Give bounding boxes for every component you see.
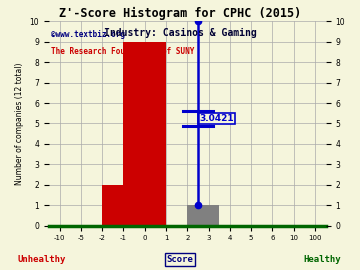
- Text: Z'-Score Histogram for CPHC (2015): Z'-Score Histogram for CPHC (2015): [59, 7, 301, 20]
- Y-axis label: Number of companies (12 total): Number of companies (12 total): [15, 62, 24, 185]
- Text: 3.0421: 3.0421: [199, 114, 234, 123]
- Bar: [102, 185, 123, 226]
- Bar: [123, 42, 166, 226]
- Text: ©www.textbiz.org: ©www.textbiz.org: [51, 31, 125, 39]
- Bar: [187, 205, 219, 226]
- Text: Healthy: Healthy: [303, 255, 341, 264]
- Text: The Research Foundation of SUNY: The Research Foundation of SUNY: [51, 47, 194, 56]
- Text: Unhealthy: Unhealthy: [17, 255, 66, 264]
- Text: Score: Score: [167, 255, 193, 264]
- Text: Industry: Casinos & Gaming: Industry: Casinos & Gaming: [104, 28, 256, 38]
